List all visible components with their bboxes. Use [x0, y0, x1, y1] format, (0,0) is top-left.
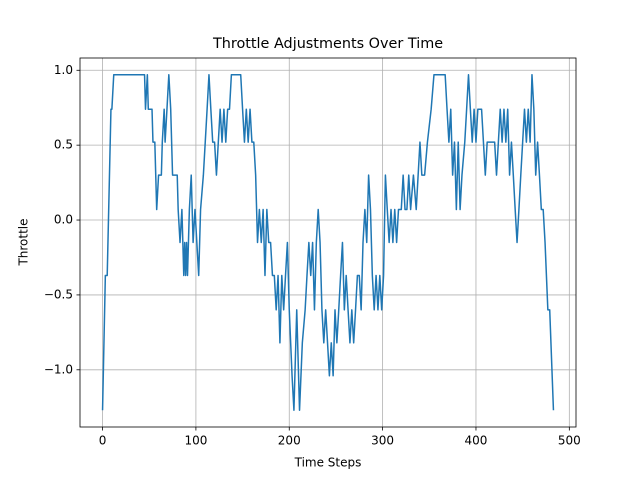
data-line	[101, 74, 555, 411]
x-tick-label: 400	[465, 434, 488, 448]
plot-frame	[79, 57, 577, 428]
x-tick-label: 300	[371, 434, 394, 448]
y-tick-label: 0.0	[54, 213, 73, 227]
x-tick-label: 500	[558, 434, 581, 448]
y-axis-label: Throttle	[17, 218, 31, 266]
chart-title: Throttle Adjustments Over Time	[212, 36, 443, 52]
y-tick-label: −0.5	[44, 287, 73, 301]
y-tick-label: 1.0	[54, 63, 73, 77]
y-tick-label: −1.0	[44, 362, 73, 376]
y-tick-label: 0.5	[54, 138, 73, 152]
x-tick-label: 0	[99, 434, 107, 448]
x-axis-label: Time Steps	[294, 456, 362, 470]
x-tick-label: 100	[184, 434, 207, 448]
x-tick-label: 200	[278, 434, 301, 448]
